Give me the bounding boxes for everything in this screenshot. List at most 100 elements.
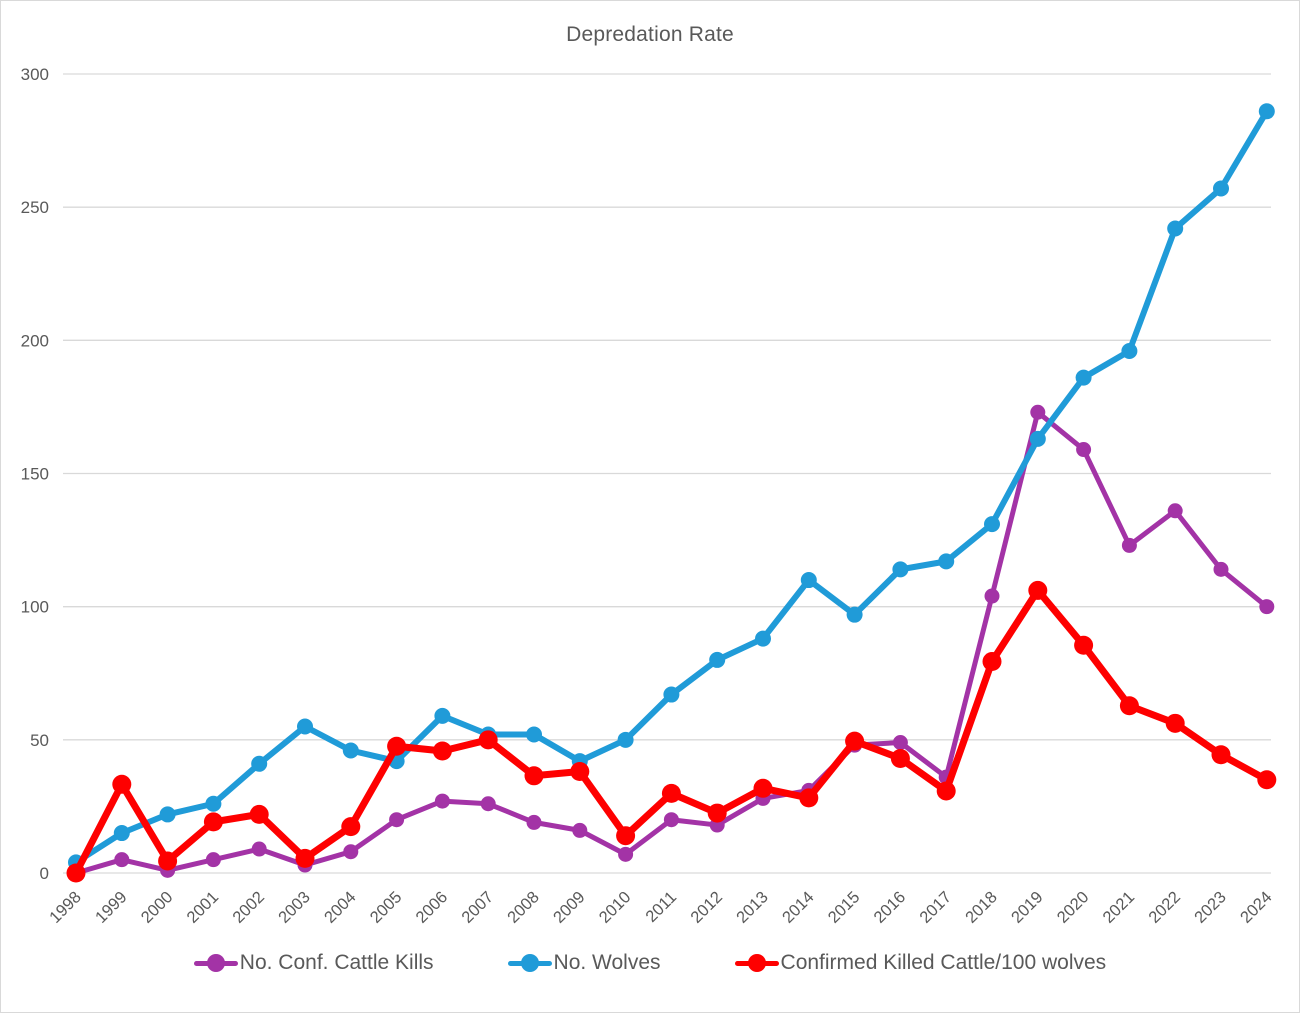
x-tick-label: 2008 <box>504 888 543 927</box>
data-point-no-wolves <box>205 795 222 812</box>
data-point-conf-cattle-kills <box>1076 442 1092 458</box>
y-tick-label: 0 <box>40 864 49 883</box>
data-point-conf-cattle-kills <box>434 793 450 809</box>
x-tick-label: 2012 <box>687 888 726 927</box>
x-tick-label: 2024 <box>1237 888 1276 927</box>
x-tick-label: 2005 <box>367 888 406 927</box>
data-point-no-wolves <box>1075 369 1092 386</box>
data-point-killed-cattle-per-100-wolves <box>890 748 910 768</box>
data-point-no-wolves <box>297 718 313 735</box>
x-tick-label: 2006 <box>413 888 452 927</box>
x-tick-label: 2013 <box>733 888 772 927</box>
data-point-no-wolves <box>1167 220 1184 237</box>
data-point-killed-cattle-per-100-wolves <box>1074 635 1094 655</box>
data-point-killed-cattle-per-100-wolves <box>1119 696 1139 716</box>
x-tick-label: 2023 <box>1191 888 1230 927</box>
legend-item-conf-cattle-kills: No. Conf. Cattle Kills <box>193 951 434 975</box>
data-point-killed-cattle-per-100-wolves <box>936 781 956 801</box>
data-point-conf-cattle-kills <box>114 852 130 868</box>
legend-label: No. Conf. Cattle Kills <box>239 951 434 974</box>
data-point-no-wolves <box>434 707 451 724</box>
data-point-killed-cattle-per-100-wolves <box>524 766 544 786</box>
data-point-conf-cattle-kills <box>1121 537 1137 553</box>
y-tick-label: 200 <box>21 331 49 350</box>
series-line-no-wolves <box>73 108 1270 866</box>
data-point-killed-cattle-per-100-wolves <box>341 817 361 837</box>
data-point-killed-cattle-per-100-wolves <box>66 863 86 883</box>
data-point-no-wolves <box>159 806 176 823</box>
data-point-killed-cattle-per-100-wolves <box>203 812 223 832</box>
data-point-no-wolves <box>709 651 726 668</box>
legend-item-no-wolves: No. Wolves <box>507 951 661 975</box>
data-point-conf-cattle-kills <box>663 812 679 828</box>
data-point-no-wolves <box>984 516 1000 533</box>
data-point-no-wolves <box>938 553 955 570</box>
legend-marker-blue-icon <box>507 953 552 973</box>
data-point-conf-cattle-kills <box>1030 404 1046 420</box>
data-point-killed-cattle-per-100-wolves <box>432 741 452 761</box>
legend-marker-red-icon <box>734 953 779 973</box>
legend-marker-purple-icon <box>193 953 238 973</box>
data-point-killed-cattle-per-100-wolves <box>661 783 681 803</box>
x-tick-label: 2017 <box>916 888 955 927</box>
data-point-conf-cattle-kills <box>1259 599 1275 615</box>
x-tick-label: 2022 <box>1145 888 1184 927</box>
data-point-no-wolves <box>113 825 130 842</box>
legend-dot-blue <box>520 954 539 972</box>
data-point-no-wolves <box>892 561 909 578</box>
y-tick-label: 300 <box>21 65 49 84</box>
legend-dot-red <box>747 954 766 972</box>
data-point-conf-cattle-kills <box>389 812 405 828</box>
x-tick-label: 2016 <box>871 888 910 927</box>
data-point-conf-cattle-kills <box>892 734 908 750</box>
data-point-killed-cattle-per-100-wolves <box>478 730 498 750</box>
x-tick-label: 2021 <box>1100 888 1139 927</box>
x-tick-label: 2015 <box>825 888 864 927</box>
legend-item-killed-cattle-per-100-wolves: Confirmed Killed Cattle/100 wolves <box>734 951 1107 975</box>
legend-label: Confirmed Killed Cattle/100 wolves <box>780 951 1107 974</box>
x-tick-label: 2000 <box>138 888 177 927</box>
data-point-killed-cattle-per-100-wolves <box>387 736 407 756</box>
data-point-killed-cattle-per-100-wolves <box>707 803 727 823</box>
x-tick-label: 2019 <box>1008 888 1047 927</box>
y-tick-label: 50 <box>30 731 49 750</box>
data-point-no-wolves <box>342 742 359 759</box>
data-point-killed-cattle-per-100-wolves <box>616 826 636 846</box>
data-point-no-wolves <box>251 755 268 772</box>
data-point-killed-cattle-per-100-wolves <box>982 652 1002 672</box>
y-tick-label: 100 <box>21 598 49 617</box>
data-point-no-wolves <box>800 572 817 589</box>
data-point-killed-cattle-per-100-wolves <box>753 778 773 798</box>
data-point-killed-cattle-per-100-wolves <box>845 731 865 751</box>
x-tick-label: 1999 <box>92 888 131 927</box>
data-point-killed-cattle-per-100-wolves <box>1028 580 1048 600</box>
data-point-conf-cattle-kills <box>572 822 588 838</box>
y-tick-label: 250 <box>21 198 49 217</box>
data-point-killed-cattle-per-100-wolves <box>295 848 315 868</box>
x-tick-label: 2018 <box>962 888 1001 927</box>
x-tick-label: 2007 <box>458 888 497 927</box>
data-point-no-wolves <box>1258 103 1275 120</box>
legend-label: No. Wolves <box>553 951 661 974</box>
data-point-conf-cattle-kills <box>205 852 221 868</box>
chart-title: Depredation Rate <box>566 23 734 46</box>
data-point-conf-cattle-kills <box>343 844 359 860</box>
data-point-killed-cattle-per-100-wolves <box>112 774 132 794</box>
x-tick-label: 2020 <box>1054 888 1093 927</box>
data-point-no-wolves <box>1029 430 1046 447</box>
data-point-killed-cattle-per-100-wolves <box>158 851 178 871</box>
data-point-no-wolves <box>617 731 634 748</box>
data-point-no-wolves <box>846 606 863 623</box>
data-point-conf-cattle-kills <box>618 846 634 862</box>
data-point-killed-cattle-per-100-wolves <box>1211 745 1231 765</box>
legend: No. Conf. Cattle Kills No. Wolves Confir… <box>1 951 1299 975</box>
data-point-no-wolves <box>663 686 680 703</box>
data-point-killed-cattle-per-100-wolves <box>1257 770 1277 790</box>
x-tick-label: 2010 <box>596 888 635 927</box>
series-line-killed-cattle-per-100-wolves <box>72 586 1271 877</box>
data-point-conf-cattle-kills <box>480 796 496 812</box>
data-point-conf-cattle-kills <box>1213 561 1229 577</box>
y-tick-label: 150 <box>21 465 49 484</box>
